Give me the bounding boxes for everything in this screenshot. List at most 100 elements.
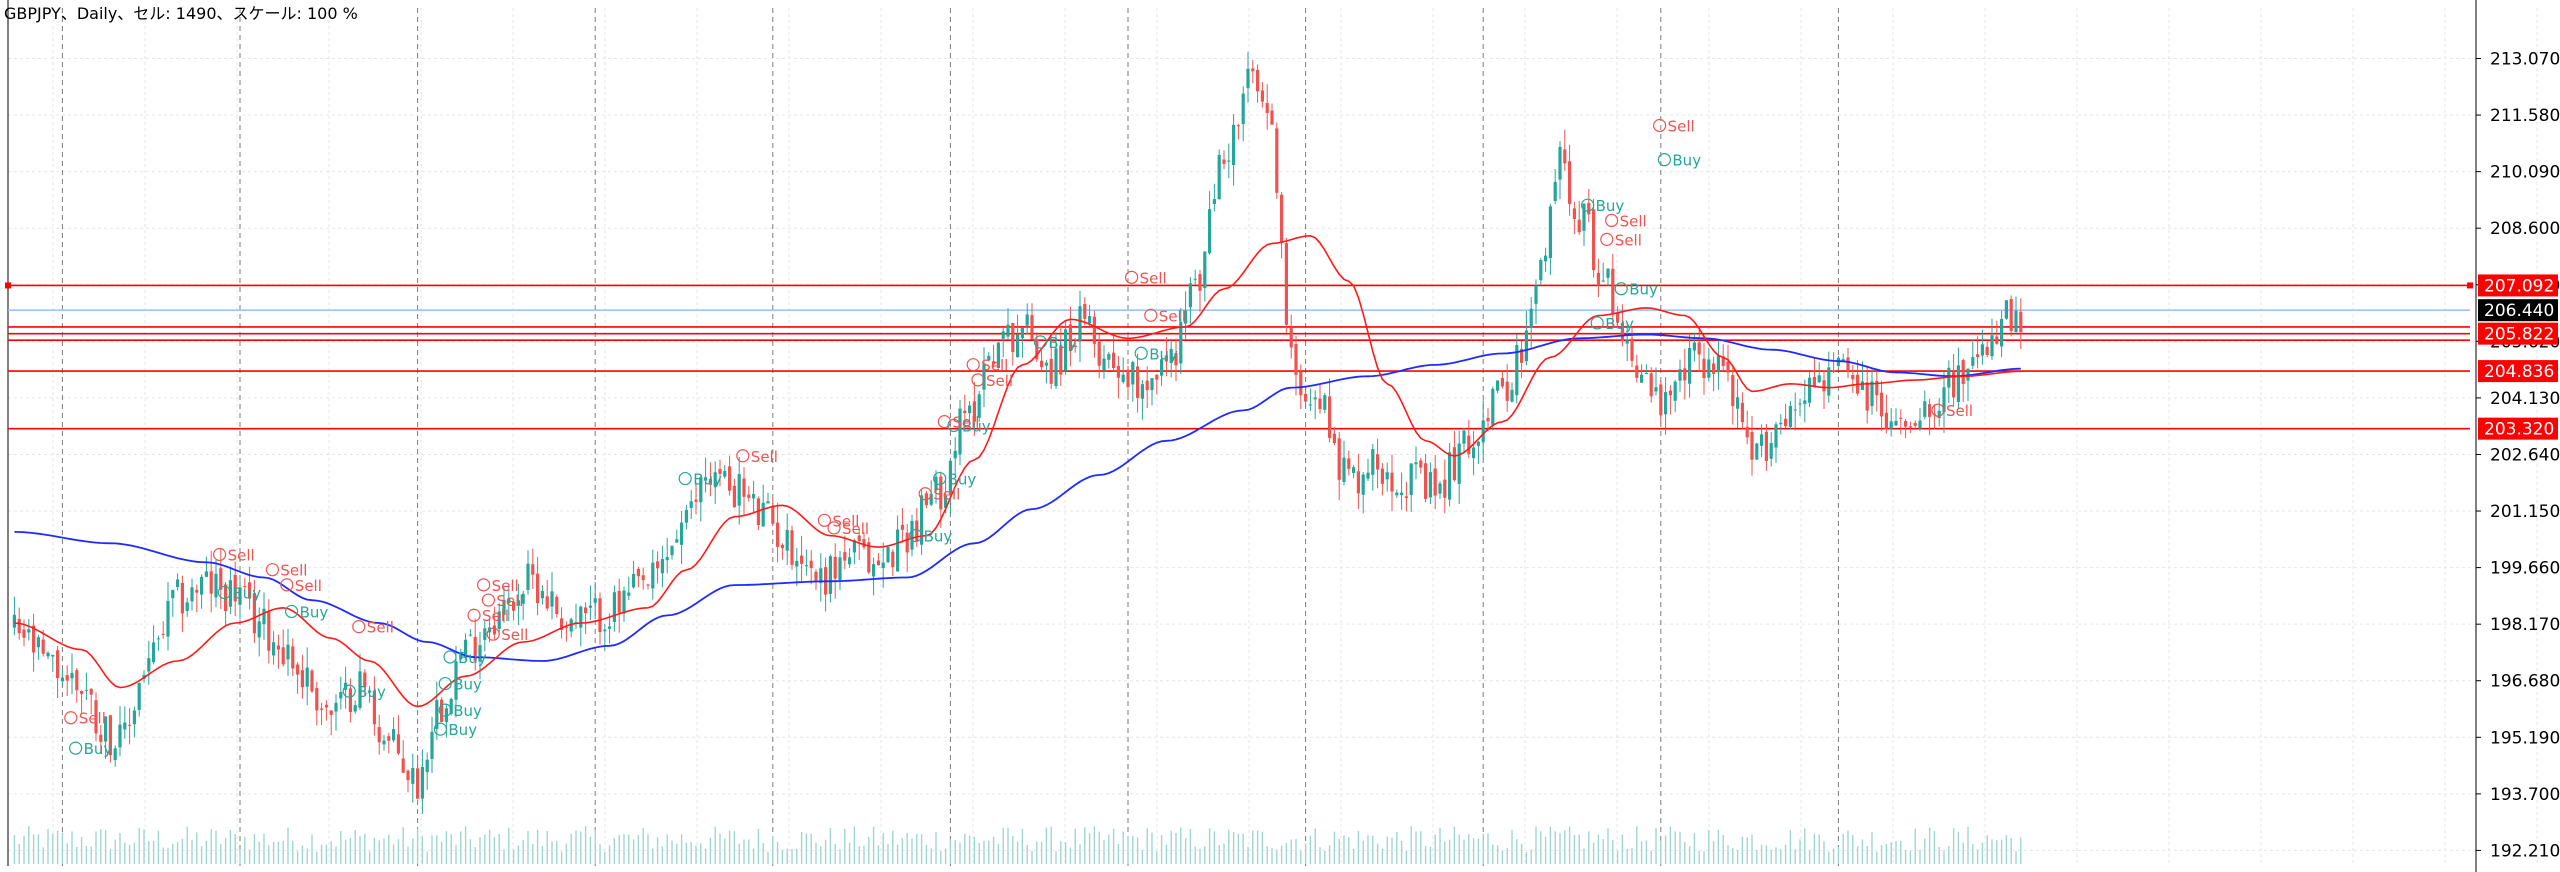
candle-body (545, 596, 549, 609)
candle-body (1976, 354, 1980, 358)
sell-signal-label: Sell (952, 414, 979, 432)
candle-body (1068, 324, 1072, 352)
signal-marker (443, 650, 457, 664)
sell-signal-label: Sell (228, 546, 255, 564)
candle-body (1289, 327, 1293, 348)
candle-body (84, 689, 88, 691)
candle-body (1486, 417, 1490, 422)
candle-body (1395, 492, 1399, 496)
candle-body (660, 559, 664, 574)
signal-marker (1124, 270, 1139, 284)
candle-body (1712, 363, 1716, 374)
candle-body (161, 633, 165, 635)
candle-body (12, 614, 16, 628)
horizontal-levels (5, 282, 2473, 430)
candle-body (1683, 368, 1687, 381)
candle-body (420, 766, 424, 799)
signal-marker (477, 578, 491, 592)
candle-body (1635, 365, 1639, 378)
candle-body (176, 579, 180, 587)
candle-body (281, 647, 285, 665)
candle-body (1529, 308, 1533, 328)
candle-body (2019, 311, 2023, 333)
candle-body (41, 639, 45, 654)
level-anchor[interactable] (5, 282, 11, 289)
price-tick-label: 198.170 (2490, 615, 2560, 635)
candle-body (1121, 374, 1125, 383)
signal-marker (438, 703, 452, 717)
price-tick-label: 193.700 (2490, 785, 2560, 805)
candle-body (564, 627, 568, 629)
candle-body (310, 670, 314, 692)
candle-body (1198, 274, 1202, 291)
candle-body (1040, 360, 1044, 368)
candle-body (1793, 409, 1797, 411)
candle-body (104, 716, 108, 742)
price-tag-box (2478, 322, 2558, 345)
candle-body (651, 562, 655, 589)
price-tag-label: 204.836 (2484, 362, 2554, 382)
candle-body (1145, 380, 1149, 390)
candle-body (22, 629, 26, 638)
candle-body (1745, 426, 1749, 438)
candle-body (60, 677, 64, 682)
signal-marker (1144, 308, 1158, 322)
candle-body (1563, 149, 1567, 164)
candle-body (396, 734, 400, 754)
sell-signal-label: Sell (496, 592, 523, 610)
candle-body (1731, 375, 1735, 407)
candle-body (1337, 438, 1341, 480)
candle-body (1116, 366, 1120, 378)
candle-body (1750, 431, 1754, 460)
candle-body (1097, 341, 1101, 366)
candle-body (1318, 398, 1322, 410)
candle-body (180, 582, 184, 614)
candle-body (814, 571, 818, 581)
signal-marker (1033, 335, 1048, 349)
candle-body (1664, 392, 1668, 415)
candle-body (1203, 251, 1207, 289)
candle-body (492, 625, 496, 635)
candle-body (1265, 102, 1269, 114)
candle-body (675, 539, 679, 543)
candle-body (200, 576, 204, 595)
level-anchor[interactable] (2467, 282, 2473, 289)
candle-body (99, 734, 103, 742)
candle-body (56, 650, 60, 679)
candle-body (1534, 285, 1538, 304)
candle-body (1448, 452, 1452, 500)
candle-body (790, 530, 794, 565)
candle-body (1160, 359, 1164, 376)
signal-marker (678, 471, 692, 486)
candle-body (1208, 209, 1212, 254)
candle-body (1764, 431, 1768, 461)
candle-body (387, 736, 391, 741)
signal-marker (827, 521, 841, 535)
candle-body (1611, 268, 1615, 314)
candle-body (1932, 413, 1936, 415)
candle-body (444, 708, 448, 723)
candle-body (1995, 336, 1999, 344)
candle-body (1870, 381, 1874, 407)
candle-body (320, 708, 324, 710)
candle-body (617, 590, 621, 613)
candle-body (852, 540, 856, 553)
candle-body (2009, 299, 2013, 331)
candle-body (459, 653, 463, 660)
candle-body (1721, 356, 1725, 366)
candle-body (977, 394, 981, 418)
candle-body (1174, 353, 1178, 366)
candle-body (128, 724, 132, 726)
candle-body (608, 626, 612, 629)
candle-body (166, 600, 170, 637)
candle-body (238, 587, 242, 605)
candle-body (185, 602, 189, 612)
candle-body (123, 722, 127, 730)
candle-body (478, 645, 482, 662)
signal-marker (932, 471, 947, 486)
buy-signal-label: Buy (1596, 197, 1625, 215)
candle-body (204, 571, 208, 577)
price-tick-label: 208.600 (2490, 219, 2560, 239)
signal-marker (817, 513, 832, 527)
